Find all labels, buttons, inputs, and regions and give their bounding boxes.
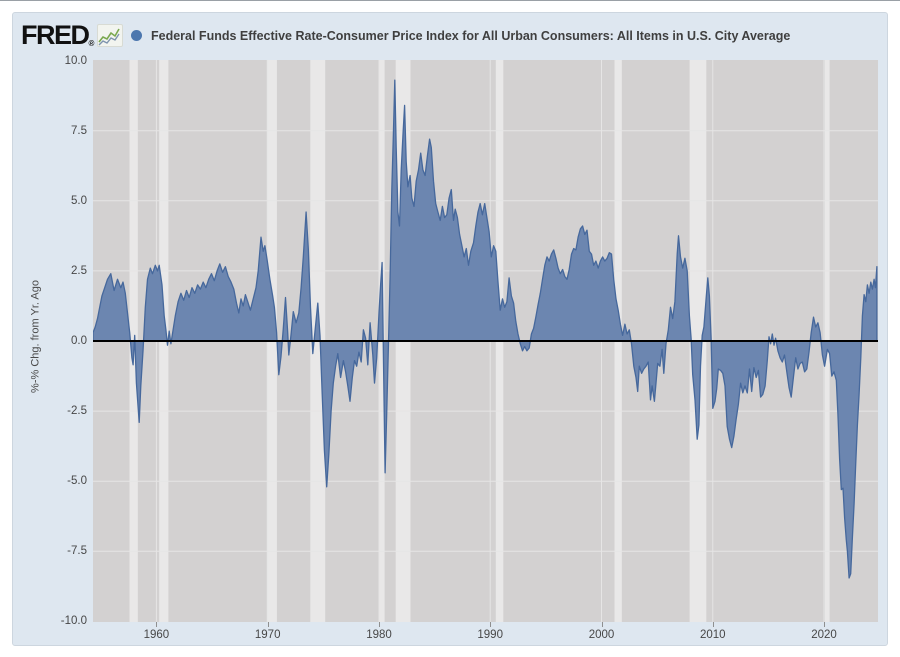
y-axis-tick-label: 7.5 xyxy=(71,124,87,137)
y-axis-tick-label: 10.0 xyxy=(64,54,87,67)
fred-chart-panel: FRED® Federal Funds Effective Rate-Consu… xyxy=(12,12,888,646)
y-axis-tick-label: 2.5 xyxy=(71,264,87,277)
y-axis-tick-label: -2.5 xyxy=(67,405,87,418)
x-axis-tick-label: 1980 xyxy=(366,629,392,641)
chart-legend: Federal Funds Effective Rate-Consumer Pr… xyxy=(131,28,790,43)
y-axis-tick-label: -7.5 xyxy=(67,545,87,558)
area-series xyxy=(92,79,878,579)
y-axis-tick-label: 0.0 xyxy=(71,335,87,347)
x-axis-tick-mark xyxy=(490,622,492,627)
x-axis-tick-mark xyxy=(601,622,603,627)
x-axis-tick-mark xyxy=(379,622,380,627)
y-axis-tick-label: -10.0 xyxy=(60,615,87,628)
x-axis-tick-label: 1990 xyxy=(477,629,503,641)
x-axis-tick-label: 1960 xyxy=(143,629,170,641)
x-axis-tick-mark xyxy=(267,622,269,627)
plot-area[interactable] xyxy=(92,60,878,622)
registered-mark: ® xyxy=(88,39,95,48)
x-axis-tick-label: 1970 xyxy=(254,629,281,641)
legend-series-marker xyxy=(131,30,142,41)
y-axis-tick-label: 5.0 xyxy=(71,194,87,207)
x-axis-tick-label: 2010 xyxy=(700,629,726,641)
fred-logo[interactable]: FRED® xyxy=(21,22,94,57)
x-axis-tick-mark xyxy=(712,622,714,627)
area-chart[interactable] xyxy=(92,60,878,622)
x-axis-tick-mark xyxy=(824,622,825,627)
legend-series-label: Federal Funds Effective Rate-Consumer Pr… xyxy=(151,28,791,43)
x-axis-tick-label: 2000 xyxy=(588,629,615,641)
x-axis-tick-label: 2020 xyxy=(811,629,837,641)
y-axis-tick-label: -5.0 xyxy=(67,475,87,488)
x-axis-tick-mark xyxy=(156,622,158,627)
sparkline-chart-icon xyxy=(97,24,123,47)
fred-logo-text: FRED xyxy=(21,20,90,50)
